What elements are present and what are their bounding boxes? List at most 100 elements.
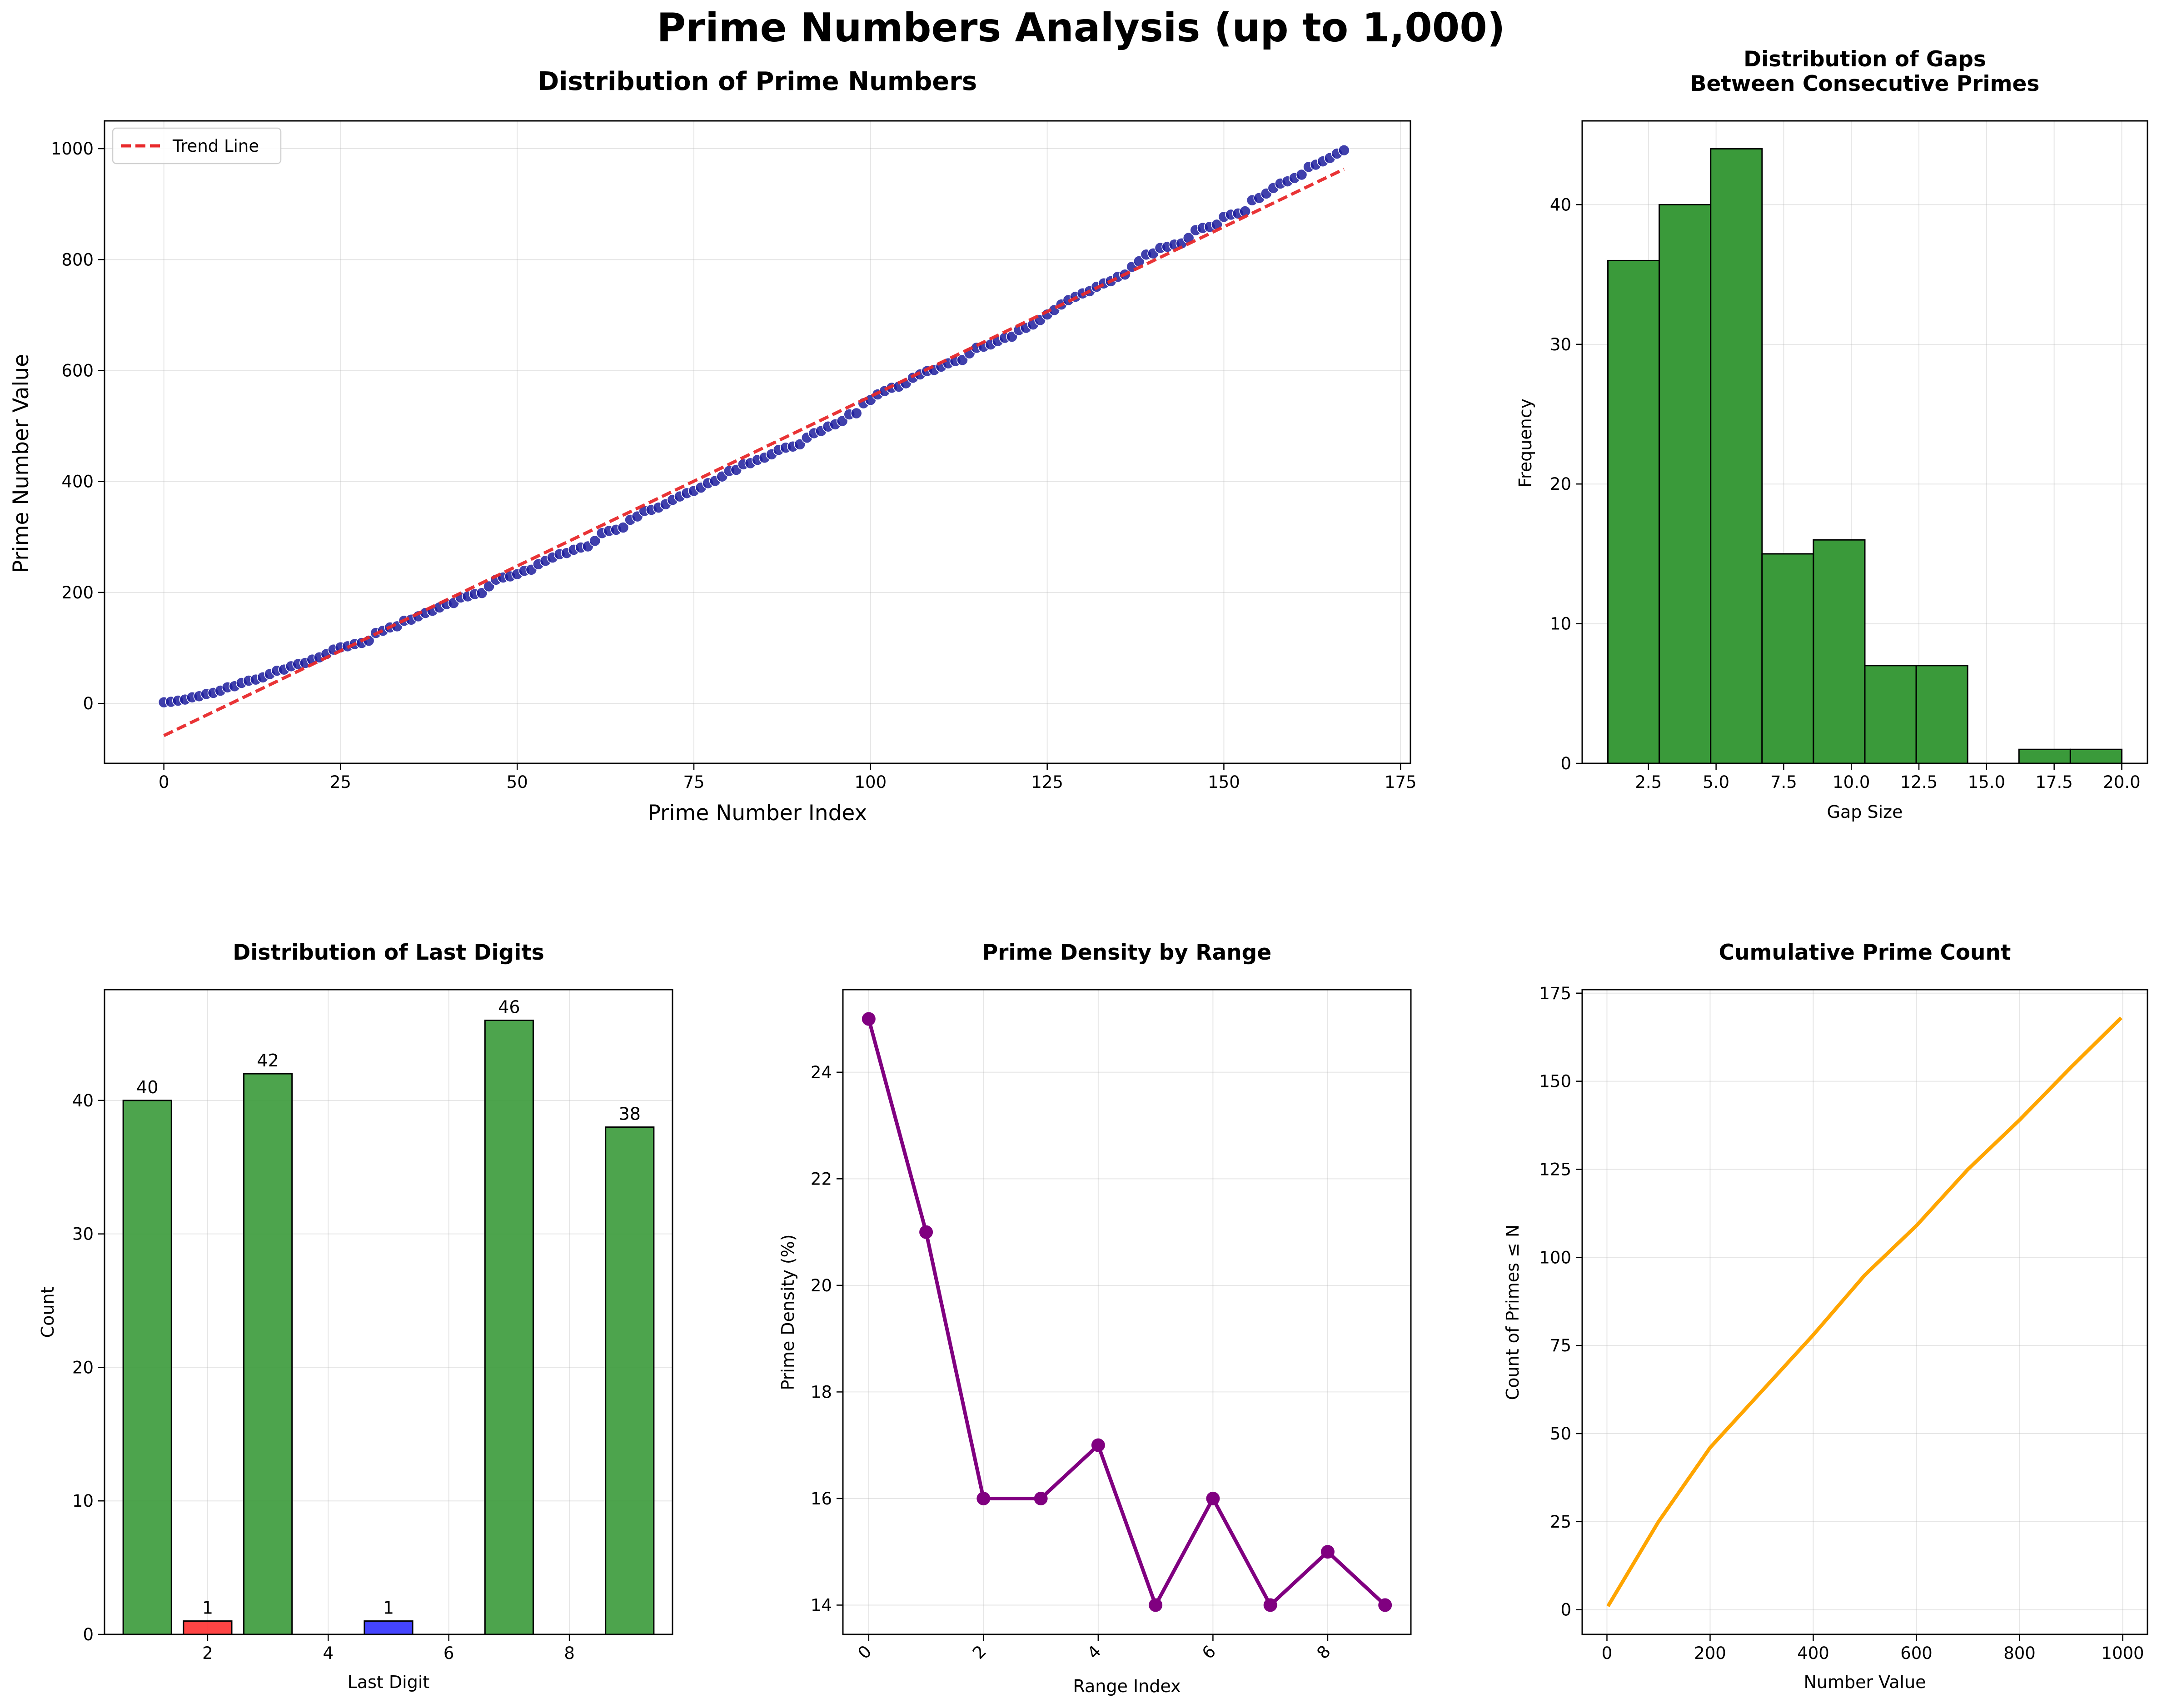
cumulative-y-tick-label: 175 (1539, 984, 1571, 1003)
cumulative-x-tick-label: 400 (1797, 1643, 1829, 1663)
prime-point (483, 580, 495, 593)
scatter-x-tick-label: 100 (855, 772, 887, 792)
scatter-x-tick-label: 25 (330, 772, 351, 792)
cumulative-y-tick-label: 100 (1539, 1248, 1571, 1267)
gaps-x-tick-label: 15.0 (1968, 772, 2005, 792)
prime-point (1338, 144, 1350, 156)
cumulative-y-tick-label: 75 (1550, 1336, 1571, 1355)
scatter-x-tick-label: 175 (1385, 772, 1417, 792)
legend-trend-label: Trend Line (172, 136, 259, 156)
digits-y-tick-label: 40 (72, 1091, 94, 1110)
gaps-x-tick-label: 12.5 (1900, 772, 1938, 792)
gaps-y-tick-label: 10 (1550, 614, 1571, 634)
cumulative-x-tick-label: 0 (1602, 1643, 1613, 1663)
digits-y-tick-label: 20 (72, 1358, 94, 1377)
density-point (1320, 1545, 1335, 1559)
density-point (1263, 1598, 1277, 1612)
gap-bar (1607, 259, 1660, 764)
scatter-y-tick-label: 0 (83, 694, 94, 713)
digits-y-label: Count (38, 1287, 58, 1338)
scatter-x-tick-label: 75 (683, 772, 704, 792)
scatter-y-label: Prime Number Value (9, 354, 34, 573)
prime-point (617, 522, 629, 533)
scatter-x-tick-label: 0 (159, 772, 169, 792)
cumulative-y-tick-label: 25 (1550, 1512, 1571, 1532)
scatter-y-tick-label: 200 (61, 583, 94, 603)
gap-bar (2018, 748, 2071, 764)
scatter-title: Distribution of Prime Numbers (538, 67, 977, 96)
scatter-y-tick-label: 400 (61, 472, 94, 492)
cumulative-x-tick-label: 800 (2003, 1643, 2036, 1663)
cumulative-y-label: Count of Primes ≤ N (1503, 1225, 1523, 1400)
scatter-x-label: Prime Number Index (648, 801, 867, 826)
cumulative-title: Cumulative Prime Count (1719, 940, 2011, 965)
scatter-y-tick-label: 1000 (51, 139, 94, 159)
prime-point (956, 354, 968, 366)
digit-bar-label: 40 (136, 1077, 158, 1097)
density-point (919, 1225, 933, 1239)
gaps-x-tick-label: 17.5 (2035, 772, 2072, 792)
density-panel: Prime Density by Range Range Index Prime… (778, 940, 1412, 1696)
figure-title: Prime Numbers Analysis (up to 1,000) (657, 5, 1505, 51)
digit-bar (183, 1620, 233, 1635)
gaps-x-tick-label: 2.5 (1635, 772, 1662, 792)
gaps-x-tick-label: 10.0 (1833, 772, 1870, 792)
digit-bar (243, 1073, 293, 1635)
scatter-y-tick-label: 600 (61, 361, 94, 380)
gaps-x-tick-label: 5.0 (1703, 772, 1729, 792)
digit-bar-label: 1 (383, 1598, 394, 1618)
gap-bar (1761, 553, 1814, 764)
density-point (976, 1491, 991, 1505)
prime-point (794, 438, 806, 450)
digits-x-tick-label: 6 (443, 1643, 454, 1663)
prime-point (1295, 169, 1308, 181)
gaps-y-tick-label: 20 (1550, 474, 1571, 494)
gaps-x-tick-label: 7.5 (1770, 772, 1797, 792)
digits-x-tick-label: 8 (564, 1643, 575, 1663)
cumulative-y-tick-label: 50 (1550, 1424, 1571, 1444)
digits-x-tick-label: 2 (202, 1643, 213, 1663)
digits-y-tick-label: 0 (83, 1625, 94, 1644)
gaps-title-line-2: Between Consecutive Primes (1690, 71, 2040, 96)
digits-panel: Distribution of Last Digits Last Digit C… (38, 940, 673, 1692)
gap-bar (1915, 665, 1968, 764)
digit-bar (605, 1126, 655, 1635)
digit-bar-label: 46 (498, 997, 520, 1017)
digits-x-label: Last Digit (348, 1672, 430, 1692)
cumulative-line (1606, 1016, 2122, 1608)
gaps-y-label: Frequency (1515, 398, 1535, 488)
density-point (1378, 1598, 1392, 1612)
gaps-title-line-1: Distribution of Gaps (1744, 47, 1986, 72)
gap-bar (1659, 204, 1712, 764)
digits-y-tick-label: 30 (72, 1225, 94, 1244)
density-point (1149, 1598, 1163, 1612)
trend-line (163, 168, 1345, 737)
gap-bar (2069, 748, 2122, 764)
density-point (1206, 1491, 1220, 1505)
cumulative-panel: Cumulative Prime Count Number Value Coun… (1503, 940, 2148, 1692)
digit-bar-label: 38 (619, 1104, 641, 1124)
digit-bar-label: 42 (257, 1051, 279, 1071)
digit-bar (484, 1020, 534, 1635)
digit-bar (364, 1620, 413, 1635)
density-title: Prime Density by Range (982, 940, 1271, 965)
prime-point (589, 535, 601, 547)
digits-x-tick-label: 4 (323, 1643, 334, 1663)
density-y-label: Prime Density (%) (778, 1234, 798, 1390)
density-y-tick-label: 22 (811, 1169, 832, 1189)
scatter-x-tick-label: 50 (507, 772, 528, 792)
gaps-y-tick-label: 0 (1560, 754, 1571, 773)
density-point (1091, 1438, 1105, 1452)
density-y-tick-label: 14 (811, 1596, 832, 1615)
density-line (867, 1018, 1386, 1607)
density-y-tick-label: 24 (811, 1063, 832, 1082)
density-y-tick-label: 16 (811, 1489, 832, 1509)
density-y-tick-label: 20 (811, 1276, 832, 1295)
gap-bar (1813, 539, 1866, 764)
cumulative-x-tick-label: 200 (1694, 1643, 1726, 1663)
cumulative-y-tick-label: 125 (1539, 1160, 1571, 1179)
density-point (862, 1012, 876, 1026)
gap-bar (1864, 665, 1917, 764)
cumulative-x-tick-label: 1000 (2101, 1643, 2144, 1663)
